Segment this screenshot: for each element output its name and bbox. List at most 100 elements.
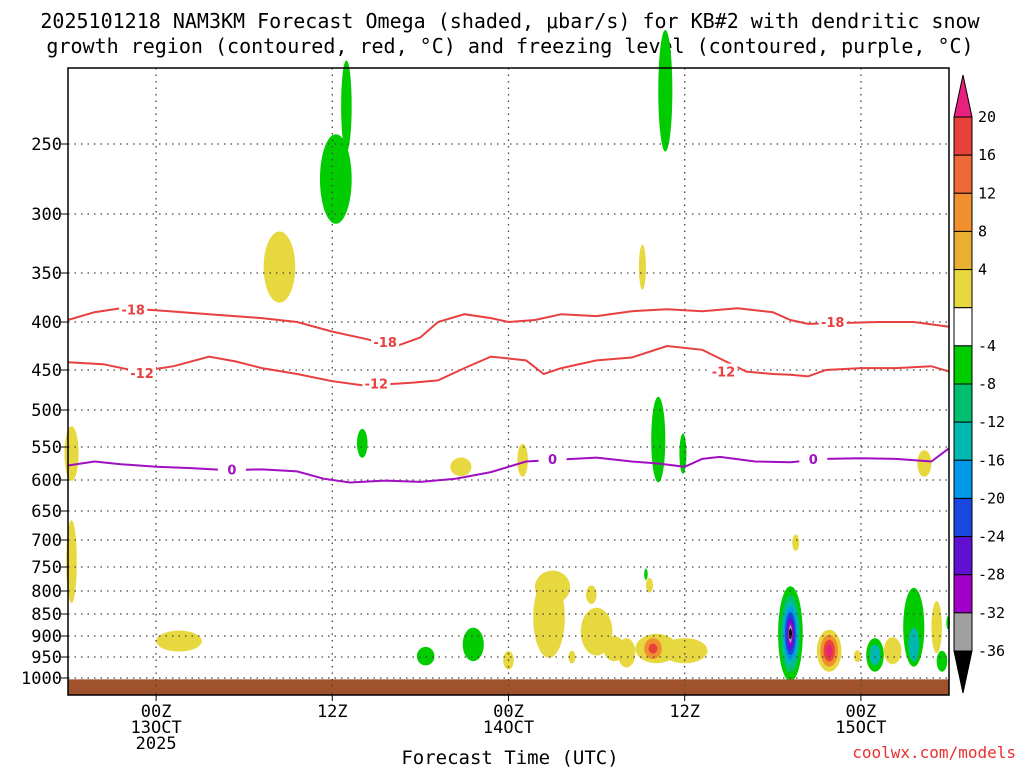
colorbar-band-3 (953, 192, 973, 232)
colorbar-label-1: 16 (978, 146, 996, 164)
colorbar-label-6: -8 (978, 375, 996, 393)
contour-label-bg-dgz-minus18-1 (371, 334, 400, 350)
colorbar-band-11 (953, 497, 973, 538)
colorbar-label-13: -36 (978, 642, 1005, 660)
colorbar-band-5 (953, 269, 973, 309)
contour-label-bg-dgz-minus12-2 (709, 363, 738, 379)
y-tick-label-550: 550 (31, 438, 62, 458)
colorbar-label-12: -32 (978, 604, 1005, 622)
omega-region-g8 (462, 627, 484, 662)
contour-layer: -18 -18 -18 -12 -12 -12 0 0 0 (67, 301, 950, 484)
colorbar-band-7 (953, 345, 973, 385)
omega-region-g5 (651, 396, 666, 483)
y-tick-label-600: 600 (31, 471, 62, 491)
contour-label-bg-freezing-level-2 (799, 450, 828, 466)
y-tick-label-950: 950 (31, 648, 62, 668)
colorbar-label-11: -28 (978, 566, 1005, 584)
contour-label-bg-freezing-level-0 (217, 461, 246, 477)
x-tick-label-20-0: 00Z (493, 702, 524, 722)
colorbar-band-13 (953, 574, 973, 614)
colorbar-label-5: -4 (978, 337, 996, 355)
contour-label-freezing-level-1: 0 (548, 453, 557, 468)
colorbar-band-10 (953, 459, 973, 499)
y-tick-label-900: 900 (31, 627, 62, 647)
omega-region-c10 (908, 627, 920, 662)
omega-region-y1 (263, 231, 296, 303)
x-tick-label-30-0: 12Z (669, 702, 700, 722)
colorbar-band-2 (953, 154, 973, 194)
y-tick-label-1000: 1000 (21, 669, 62, 689)
omega-region-g6 (679, 433, 687, 474)
omega-region-g4 (356, 428, 368, 458)
contour-line-dgz-minus18 (67, 307, 950, 349)
colorbar-label-0: 20 (978, 108, 996, 126)
omega-region-y3b (66, 520, 77, 603)
colorbar-label-4: 4 (978, 261, 987, 279)
omega-region-y20 (645, 578, 653, 593)
omega-region-y3 (64, 426, 79, 481)
colorbar-arrow-top (953, 74, 973, 118)
omega-region-g2 (341, 60, 352, 152)
omega-region-y24 (931, 601, 942, 654)
contour-line-dgz-minus12 (67, 344, 950, 388)
colorbar-band-8 (953, 383, 973, 423)
y-tick-label-700: 700 (31, 531, 62, 551)
contour-label-freezing-level-2: 0 (809, 453, 818, 468)
contour-label-dgz-minus18-2: -18 (821, 316, 845, 331)
x-tick-label-0-0: 00Z (141, 702, 172, 722)
ground-layer (68, 679, 949, 695)
chart-title-line2: growth region (contoured, red, °C) and f… (46, 34, 973, 58)
contour-label-bg-dgz-minus12-0 (128, 365, 157, 381)
contour-label-dgz-minus12-0: -12 (130, 367, 154, 382)
y-tick-label-850: 850 (31, 605, 62, 625)
colorbar-label-9: -20 (978, 489, 1005, 507)
chart-title-line1: 2025101218 NAM3KM Forecast Omega (shaded… (40, 9, 980, 33)
omega-shaded-layer (64, 30, 950, 682)
omega-region-y14 (568, 650, 576, 664)
y-tick-label-450: 450 (31, 361, 62, 381)
colorbar-label-8: -16 (978, 451, 1005, 469)
omega-region-c8 (788, 628, 792, 640)
grid-layer (68, 68, 949, 695)
x-tick-label-20-1: 14OCT (483, 718, 534, 738)
contour-label-dgz-minus12-1: -12 (365, 378, 389, 393)
contour-label-bg-dgz-minus12-1 (362, 375, 391, 391)
y-tick-label-250: 250 (31, 135, 62, 155)
colorbar-label-3: 8 (978, 222, 987, 240)
omega-region-g3 (658, 30, 673, 152)
colorbar-band-1 (953, 116, 973, 156)
omega-region-y5 (517, 443, 528, 477)
omega-region-y22 (853, 650, 861, 663)
colorbar-label-10: -24 (978, 528, 1005, 546)
y-tick-label-800: 800 (31, 582, 62, 602)
omega-region-g9 (644, 568, 648, 580)
contour-label-dgz-minus18-0: -18 (121, 303, 145, 318)
y-tick-label-300: 300 (31, 205, 62, 225)
omega-region-y6 (917, 450, 932, 477)
colorbar-band-14 (953, 612, 973, 652)
x-tick-label-10-0: 12Z (317, 702, 348, 722)
x-axis-label: Forecast Time (UTC) (401, 747, 618, 768)
colorbar-band-9 (953, 421, 973, 461)
omega-region-y7 (792, 534, 800, 551)
y-tick-label-350: 350 (31, 264, 62, 284)
x-tick-label-40-1: 15OCT (835, 718, 886, 738)
x-tick-label-0-1: 13OCT (131, 718, 182, 738)
ground-fill (68, 679, 949, 695)
omega-region-g7 (416, 646, 435, 666)
omega-region-m2 (826, 644, 832, 657)
omega-region-g13 (936, 650, 948, 672)
x-tick-label-40-0: 00Z (846, 702, 877, 722)
omega-region-y12 (534, 570, 571, 604)
y-tick-label-750: 750 (31, 558, 62, 578)
omega-region-r1 (648, 643, 658, 654)
contour-label-bg-dgz-minus18-2 (818, 314, 847, 329)
omega-region-y23 (883, 637, 902, 665)
contour-label-dgz-minus12-2: -12 (712, 366, 736, 381)
omega-region-y8 (156, 630, 202, 652)
y-tick-label-650: 650 (31, 502, 62, 522)
omega-region-y2 (638, 244, 646, 290)
colorbar-band-4 (953, 230, 973, 271)
y-tick-label-500: 500 (31, 401, 62, 421)
